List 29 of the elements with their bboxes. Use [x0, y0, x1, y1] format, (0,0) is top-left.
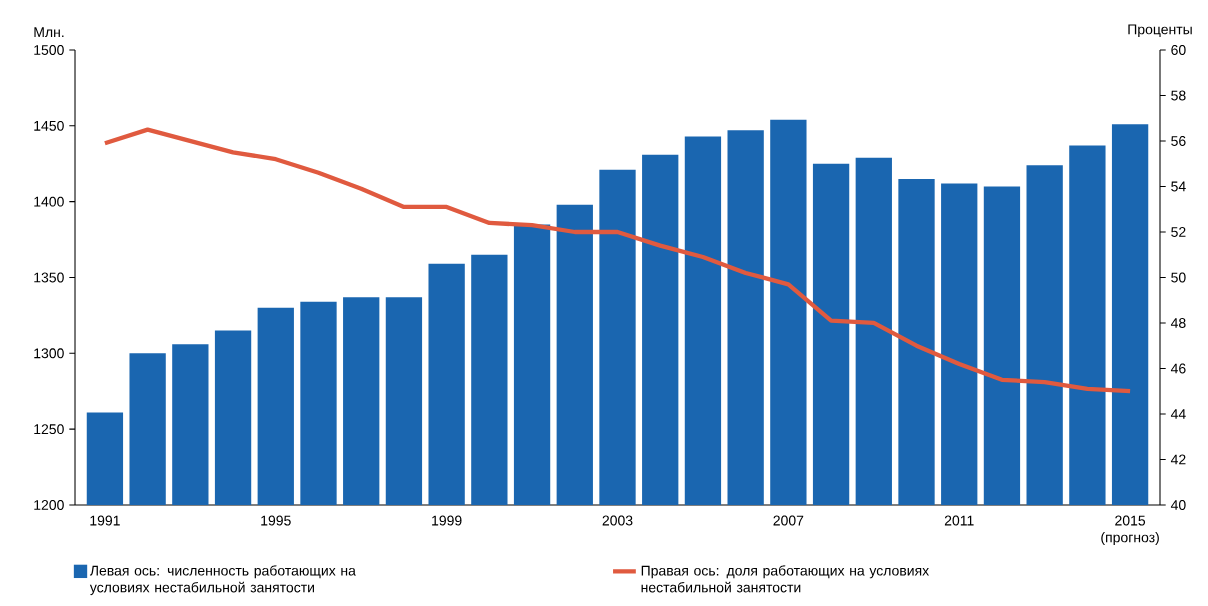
y2-tick-label: 40 — [1170, 500, 1186, 510]
y-tick-label: 1350 — [34, 272, 64, 283]
y-tick-label: 1500 — [34, 45, 64, 55]
y2-tick-label: 54 — [1171, 181, 1186, 192]
y-tick-label: 1400 — [34, 196, 64, 207]
y2-tick-label: 48 — [1170, 318, 1186, 328]
y-tick-label: 1250 — [34, 424, 64, 435]
y2-tick-label: 58 — [1171, 90, 1186, 101]
x-tick-label: 2003 — [602, 515, 633, 526]
y2-tick-label: 50 — [1171, 272, 1186, 283]
legend-label: Правая ось: доля работающих на условиях нестабильной занятости — [641, 565, 930, 593]
y2-tick-label: 52 — [1171, 227, 1186, 237]
y-tick-label: 1450 — [34, 120, 64, 131]
x-tick-label: 2007 — [773, 515, 804, 526]
x-tick-label: 2015 (прогноз) — [1101, 515, 1159, 546]
y2-tick-label: 42 — [1170, 454, 1186, 465]
x-tick-label: 2011 — [944, 515, 974, 526]
y-axis-title: Млн. — [34, 27, 64, 38]
legend-label: Левая ось: численность работающих на условиях нестабильной занятости — [89, 565, 356, 596]
y2-tick-label: 60 — [1171, 45, 1186, 55]
x-tick-label: 1991 — [90, 515, 120, 526]
x-tick-label: 1999 — [432, 515, 462, 526]
y2-axis-title: Проценты — [1128, 24, 1192, 38]
y2-tick-label: 46 — [1170, 363, 1186, 374]
y-tick-label: 1200 — [34, 500, 64, 510]
y2-tick-label: 44 — [1170, 409, 1186, 419]
x-tick-label: 1995 — [261, 515, 291, 526]
y2-tick-label: 56 — [1171, 136, 1186, 146]
y-tick-label: 1300 — [34, 348, 64, 359]
